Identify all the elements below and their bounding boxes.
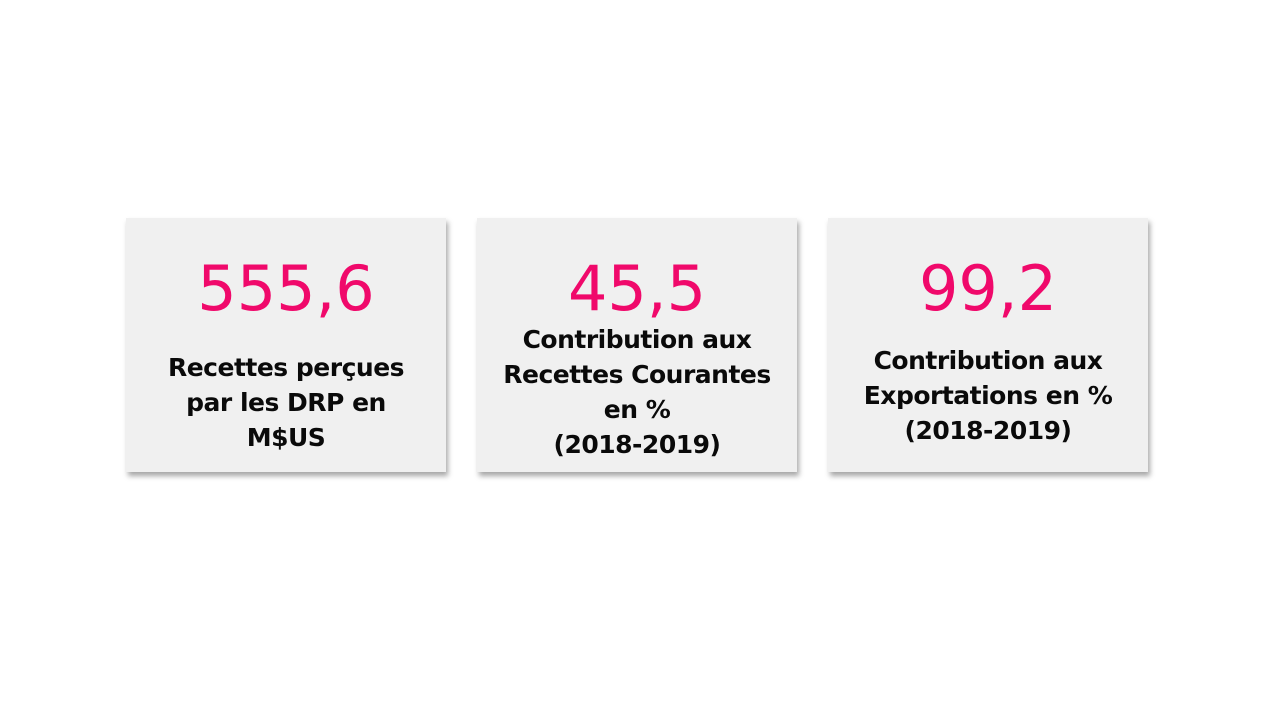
kpi-card-recettes-drp: 555,6 Recettes perçues par les DRP en M$… <box>126 218 446 472</box>
kpi-card-exportations: 99,2 Contribution aux Exportations en % … <box>828 218 1148 472</box>
kpi-label: Contribution aux Exportations en % (2018… <box>863 346 1113 445</box>
kpi-card-recettes-courantes: 45,5 Contribution aux Recettes Courantes… <box>477 218 797 472</box>
kpi-value: 99,2 <box>918 252 1058 325</box>
kpi-label: Contribution aux Recettes Courantes en %… <box>503 325 771 459</box>
kpi-label: Recettes perçues par les DRP en M$US <box>167 353 405 452</box>
kpi-value: 555,6 <box>197 252 375 325</box>
kpi-value: 45,5 <box>567 252 707 325</box>
